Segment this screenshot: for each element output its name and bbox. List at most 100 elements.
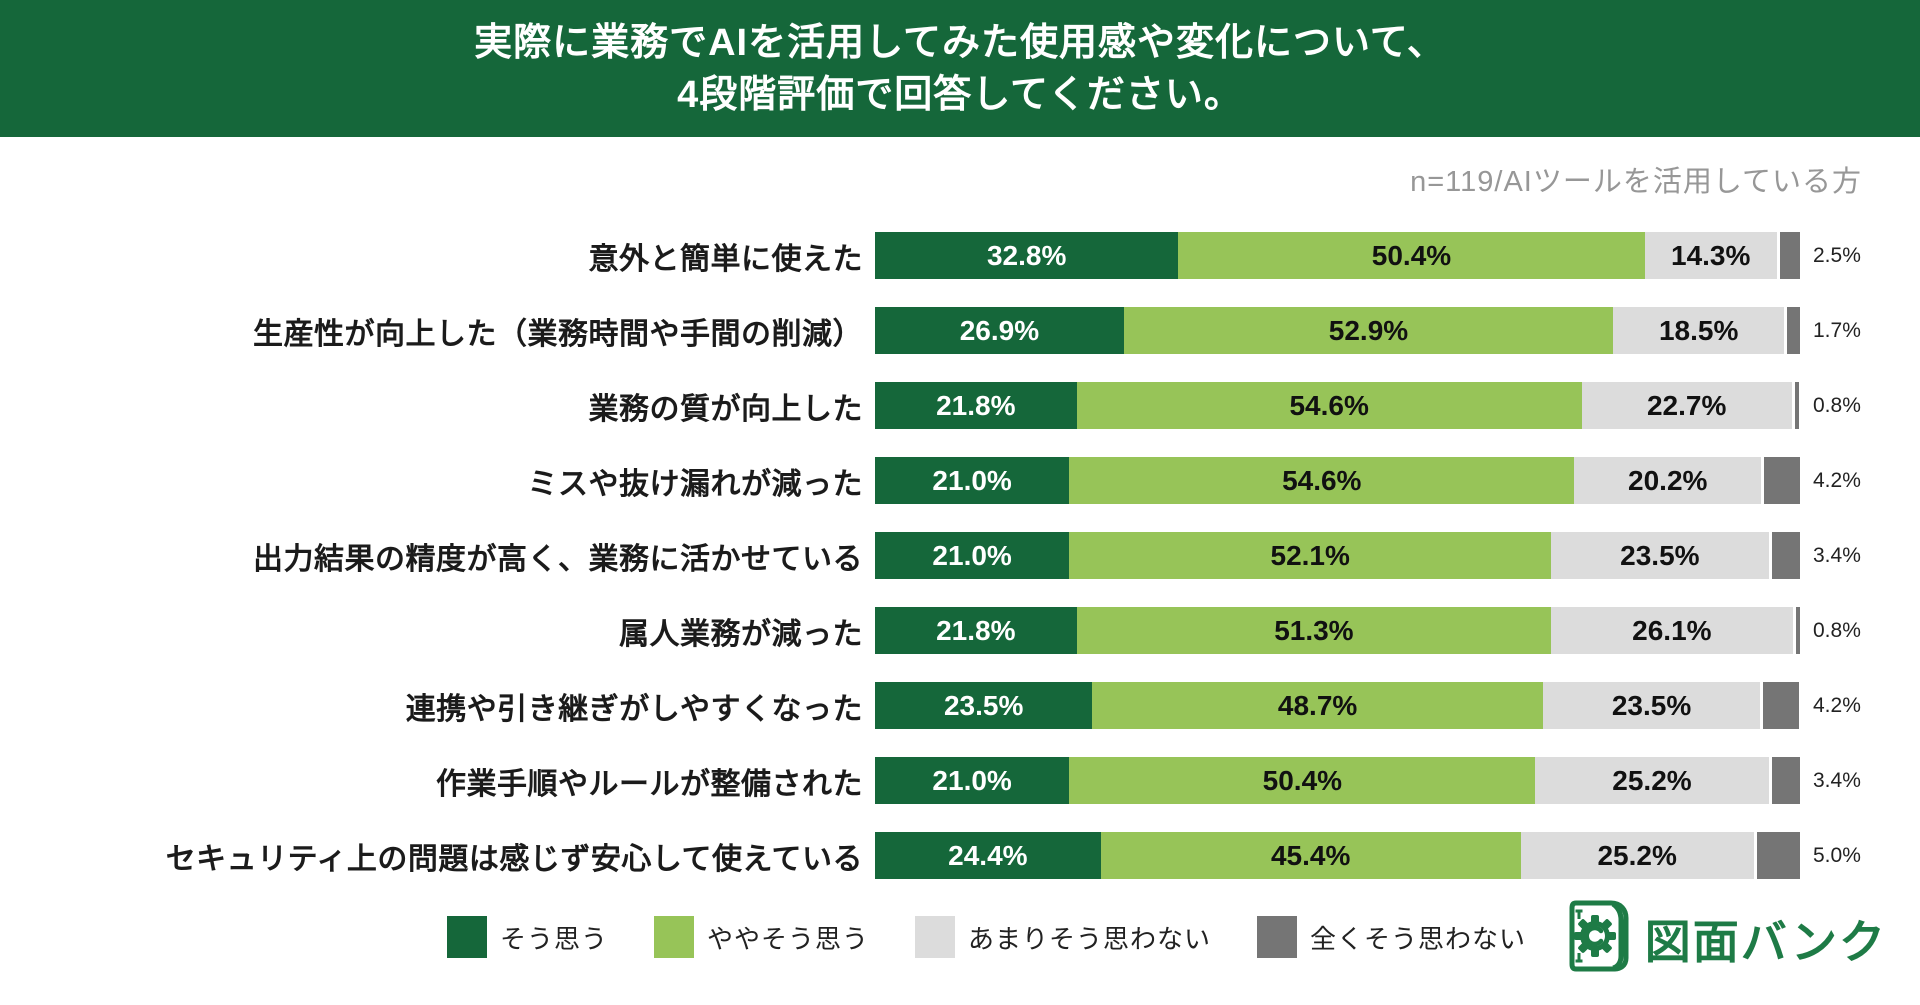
segment-value-label: 52.1% [1270, 539, 1350, 571]
segment-value-label: 54.6% [1282, 464, 1362, 496]
bar-segment-4 [1753, 832, 1800, 879]
chart-row: 業務の質が向上した 21.8% 54.6% 22.7% 0.8% [0, 382, 1920, 429]
blueprint-gear-icon [1569, 898, 1631, 979]
chart-row: セキュリティ上の問題は感じず安心して使えている 24.4% 45.4% 25.2% 5.… [0, 832, 1920, 879]
stacked-bar: 24.4% 45.4% 25.2% [875, 832, 1800, 879]
bar-segment-3: 20.2% [1574, 457, 1762, 504]
category-label: 属人業務が減った [619, 617, 863, 651]
stacked-bar: 21.0% 52.1% 23.5% [875, 532, 1800, 579]
segment-value-label: 21.8% [936, 614, 1016, 646]
chart-legend: そう思う ややそう思う あまりそう思わない 全くそう思わない [447, 916, 1526, 958]
category-label: 業務の質が向上した [588, 392, 863, 426]
legend-item: ややそう思う [654, 916, 869, 958]
bar-segment-1: 23.5% [875, 682, 1093, 729]
remainder-value-label: 0.8% [1813, 618, 1861, 642]
brand-logo-text: 図面バンク [1644, 915, 1887, 968]
category-label: 生産性が向上した（業務時間や手間の削減） [253, 317, 863, 351]
chart-row: 意外と簡単に使えた 32.8% 50.4% 14.3% 2.5% [0, 232, 1920, 279]
category-label: 意外と簡単に使えた [588, 242, 863, 276]
legend-label: 全くそう思わない [1310, 923, 1527, 954]
category-label: 作業手順やルールが整備された [436, 767, 863, 801]
segment-value-label: 52.9% [1328, 314, 1409, 346]
bar-segment-4 [1784, 307, 1800, 354]
segment-value-label: 50.4% [1262, 764, 1343, 796]
legend-swatch [915, 916, 956, 958]
stacked-bar: 23.5% 48.7% 23.5% [875, 682, 1800, 729]
bar-segment-3: 23.5% [1542, 682, 1761, 729]
stacked-bar: 21.8% 54.6% 22.7% [875, 382, 1800, 429]
segment-value-label: 45.4% [1270, 839, 1351, 871]
page-title-line-1: 実際に業務でAIを活用してみた使用感や変化について、 [474, 21, 1446, 64]
bar-segment-3: 23.5% [1551, 532, 1769, 579]
remainder-value-label: 1.7% [1813, 318, 1861, 342]
category-label: ミスや抜け漏れが減った [527, 467, 863, 501]
segment-value-label: 22.7% [1646, 389, 1727, 421]
legend-item: 全くそう思わない [1257, 916, 1526, 958]
remainder-value-label: 2.5% [1813, 243, 1861, 267]
bar-segment-1: 21.8% [875, 607, 1077, 654]
stacked-bar: 21.8% 51.3% 26.1% [875, 607, 1800, 654]
legend-label: そう思う [500, 923, 609, 954]
bar-segment-2: 54.6% [1069, 457, 1575, 504]
segment-value-label: 48.7% [1277, 689, 1358, 721]
bar-segment-2: 51.3% [1076, 607, 1552, 654]
stacked-bar: 32.8% 50.4% 14.3% [875, 232, 1800, 279]
remainder-value-label: 0.8% [1813, 393, 1861, 417]
legend-swatch [447, 916, 487, 958]
stacked-bar: 21.0% 50.4% 25.2% [875, 757, 1800, 804]
sample-size-note: n=119/AIツールを活用している方 [1410, 166, 1862, 198]
stacked-bar-chart: 意外と簡単に使えた 32.8% 50.4% 14.3% 2.5% 生産性が向上した（業務時… [0, 232, 1920, 907]
chart-row: 属人業務が減った 21.8% 51.3% 26.1% 0.8% [0, 607, 1920, 654]
segment-value-label: 32.8% [986, 239, 1067, 271]
segment-value-label: 25.2% [1612, 764, 1692, 796]
bar-segment-4 [1761, 457, 1800, 504]
remainder-value-label: 4.2% [1813, 468, 1861, 492]
bar-segment-4 [1768, 757, 1800, 804]
bar-segment-2: 48.7% [1092, 682, 1543, 729]
bar-segment-4 [1792, 607, 1800, 654]
legend-item: そう思う [447, 916, 608, 958]
bar-segment-3: 14.3% [1644, 232, 1777, 279]
remainder-value-label: 5.0% [1813, 843, 1861, 867]
segment-value-label: 23.5% [943, 689, 1024, 721]
remainder-value-label: 4.2% [1813, 693, 1861, 717]
chart-row: 連携や引き継ぎがしやすくなった 23.5% 48.7% 23.5% 4.2% [0, 682, 1920, 729]
bar-segment-4 [1791, 382, 1800, 429]
stacked-bar: 21.0% 54.6% 20.2% [875, 457, 1800, 504]
segment-value-label: 23.5% [1620, 539, 1700, 571]
chart-row: ミスや抜け漏れが減った 21.0% 54.6% 20.2% 4.2% [0, 457, 1920, 504]
bar-segment-3: 25.2% [1520, 832, 1754, 879]
segment-value-label: 26.1% [1632, 614, 1712, 646]
bar-segment-1: 26.9% [875, 307, 1124, 354]
bar-segment-1: 21.0% [875, 757, 1070, 804]
segment-value-label: 51.3% [1274, 614, 1354, 646]
segment-value-label: 24.4% [948, 839, 1028, 871]
bar-segment-1: 21.8% [875, 382, 1077, 429]
category-label: セキュリティ上の問題は感じず安心して使えている [165, 842, 863, 876]
legend-item: あまりそう思わない [915, 916, 1211, 958]
bar-segment-2: 52.1% [1069, 532, 1552, 579]
bar-segment-4 [1760, 682, 1800, 729]
segment-value-label: 23.5% [1611, 689, 1692, 721]
remainder-value-label: 3.4% [1813, 543, 1861, 567]
segment-value-label: 25.2% [1597, 839, 1677, 871]
chart-row: 作業手順やルールが整備された 21.0% 50.4% 25.2% 3.4% [0, 757, 1920, 804]
bar-segment-2: 52.9% [1123, 307, 1614, 354]
segment-value-label: 21.0% [932, 464, 1012, 496]
bar-segment-2: 50.4% [1069, 757, 1536, 804]
bar-segment-2: 54.6% [1076, 382, 1582, 429]
chart-row: 生産性が向上した（業務時間や手間の削減） 26.9% 52.9% 18.5% 1.7% [0, 307, 1920, 354]
category-label: 連携や引き継ぎがしやすくなった [405, 692, 863, 726]
bar-segment-3: 22.7% [1581, 382, 1792, 429]
stacked-bar: 26.9% 52.9% 18.5% [875, 307, 1800, 354]
bar-segment-1: 32.8% [875, 232, 1179, 279]
page-title-line-2: 4段階評価で回答してください。 [677, 73, 1243, 116]
bar-segment-2: 45.4% [1100, 832, 1521, 879]
bar-segment-4 [1768, 532, 1800, 579]
segment-value-label: 14.3% [1671, 239, 1751, 271]
legend-label: ややそう思う [707, 923, 870, 954]
segment-value-label: 26.9% [959, 314, 1040, 346]
category-label: 出力結果の精度が高く、業務に活かせている [253, 542, 863, 576]
remainder-value-label: 3.4% [1813, 768, 1861, 792]
